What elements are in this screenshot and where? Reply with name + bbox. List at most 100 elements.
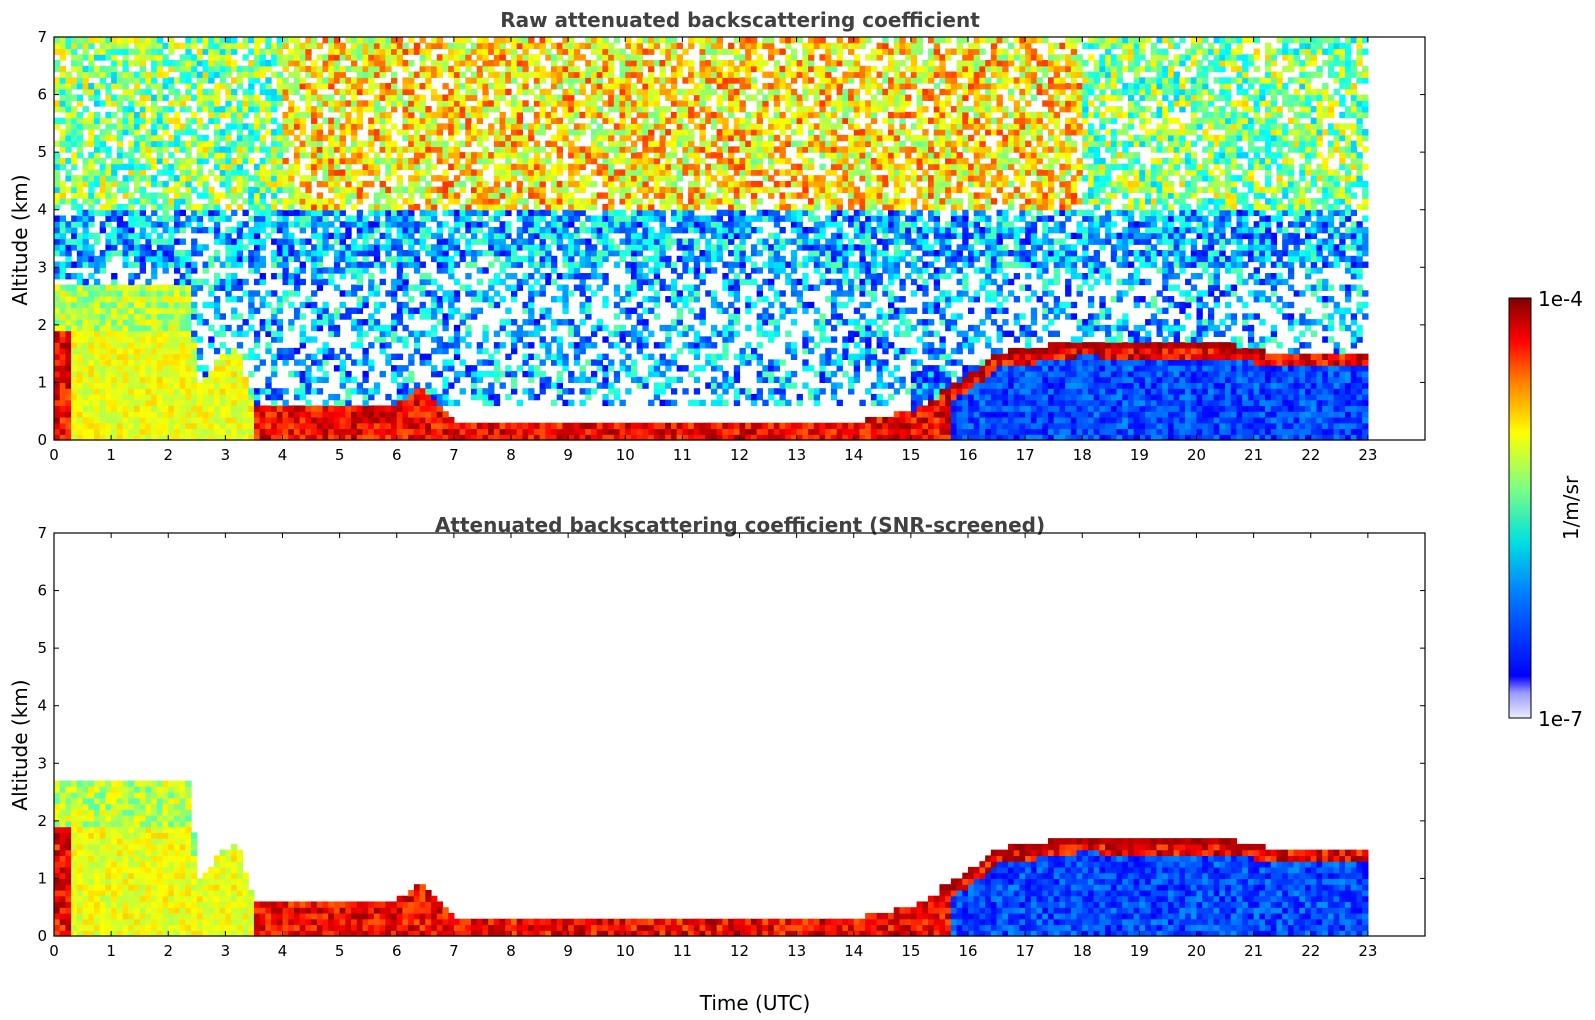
heatmap-cell (116, 336, 124, 343)
heatmap-cell (151, 180, 158, 188)
heatmap-cell (568, 255, 575, 263)
heatmap-cell (225, 129, 232, 136)
heatmap-cell (179, 169, 186, 176)
heatmap-cell (522, 353, 529, 360)
heatmap-cell (236, 65, 244, 73)
heatmap-cell (71, 94, 78, 101)
heatmap-cell (271, 273, 278, 280)
heatmap-cell (168, 163, 175, 171)
heatmap-cell (76, 209, 84, 217)
heatmap-cell (482, 399, 489, 407)
heatmap-cell (54, 284, 61, 291)
heatmap-cell (373, 226, 381, 234)
heatmap-cell (185, 370, 192, 378)
heatmap-cell (191, 365, 198, 372)
heatmap-cell (231, 330, 238, 337)
heatmap-cell (539, 290, 546, 297)
heatmap-cell (71, 370, 78, 378)
heatmap-cell (493, 94, 501, 101)
heatmap-cell (248, 290, 255, 297)
heatmap-cell (573, 428, 581, 435)
heatmap-cell (271, 250, 278, 257)
heatmap-cell (288, 175, 295, 182)
heatmap-cell (288, 163, 295, 171)
heatmap-cell (402, 393, 409, 401)
heatmap-cell (459, 359, 466, 366)
heatmap-cell (453, 100, 461, 107)
heatmap-cell (533, 65, 541, 73)
heatmap-cell (122, 422, 129, 430)
heatmap-cell (236, 42, 244, 50)
heatmap-cell (362, 232, 369, 240)
heatmap-cell (476, 393, 484, 401)
heatmap-cell (539, 382, 546, 389)
heatmap-cell (219, 37, 226, 44)
heatmap-cell (202, 88, 209, 96)
heatmap-cell (208, 48, 215, 55)
heatmap-cell (550, 54, 558, 61)
heatmap-cell (511, 376, 518, 384)
heatmap-cell (573, 226, 581, 234)
heatmap-cell (419, 232, 426, 240)
heatmap-cell (162, 77, 169, 84)
heatmap-cell (276, 129, 284, 136)
heatmap-cell (276, 347, 284, 355)
heatmap-cell (431, 278, 438, 286)
heatmap-cell (122, 330, 129, 337)
heatmap-cell (88, 411, 95, 418)
heatmap-cell (145, 163, 152, 171)
heatmap-cell (156, 123, 164, 130)
heatmap-cell (419, 273, 426, 280)
heatmap-cell (419, 405, 426, 412)
heatmap-cell (168, 186, 175, 194)
heatmap-cell (368, 54, 375, 61)
heatmap-cell (436, 111, 444, 119)
heatmap-cell (351, 319, 358, 326)
heatmap-cell (528, 434, 535, 441)
heatmap-cell (408, 250, 415, 257)
heatmap-cell (99, 330, 107, 337)
heatmap-cell (213, 134, 221, 142)
heatmap-cell (516, 180, 524, 188)
heatmap-cell (162, 54, 169, 61)
heatmap-cell (585, 244, 592, 251)
heatmap-cell (71, 296, 78, 303)
heatmap-cell (539, 175, 546, 182)
heatmap-cell (316, 100, 324, 107)
heatmap-cell (596, 54, 603, 61)
heatmap-cell (162, 163, 169, 171)
heatmap-cell (436, 244, 444, 251)
heatmap-cell (133, 111, 141, 119)
heatmap-cell (145, 157, 152, 165)
heatmap-cell (625, 296, 632, 303)
heatmap-cell (276, 353, 284, 360)
heatmap-cell (162, 169, 169, 176)
heatmap-cell (619, 54, 626, 61)
heatmap-cell (111, 48, 118, 55)
heatmap-cell (88, 273, 95, 280)
heatmap-cell (511, 123, 518, 130)
heatmap-cell (431, 203, 438, 211)
heatmap-cell (408, 296, 415, 303)
heatmap-cell (368, 261, 375, 268)
heatmap-cell (293, 428, 301, 435)
heatmap-cell (139, 106, 146, 113)
heatmap-cell (99, 336, 107, 343)
heatmap-cell (231, 405, 238, 412)
heatmap-cell (88, 255, 95, 263)
heatmap-cell (408, 106, 415, 113)
heatmap-cell (202, 405, 209, 412)
heatmap-cell (116, 365, 124, 372)
heatmap-cell (459, 388, 466, 395)
heatmap-cell (556, 192, 564, 199)
heatmap-cell (259, 60, 266, 67)
heatmap-cell (105, 186, 112, 194)
heatmap-cell (139, 215, 146, 222)
heatmap-cell (93, 324, 101, 332)
heatmap-cell (202, 42, 209, 50)
heatmap-cell (579, 129, 586, 136)
heatmap-cell (82, 428, 89, 435)
heatmap-cell (442, 54, 449, 61)
heatmap-cell (368, 434, 375, 441)
heatmap-cell (516, 71, 524, 78)
